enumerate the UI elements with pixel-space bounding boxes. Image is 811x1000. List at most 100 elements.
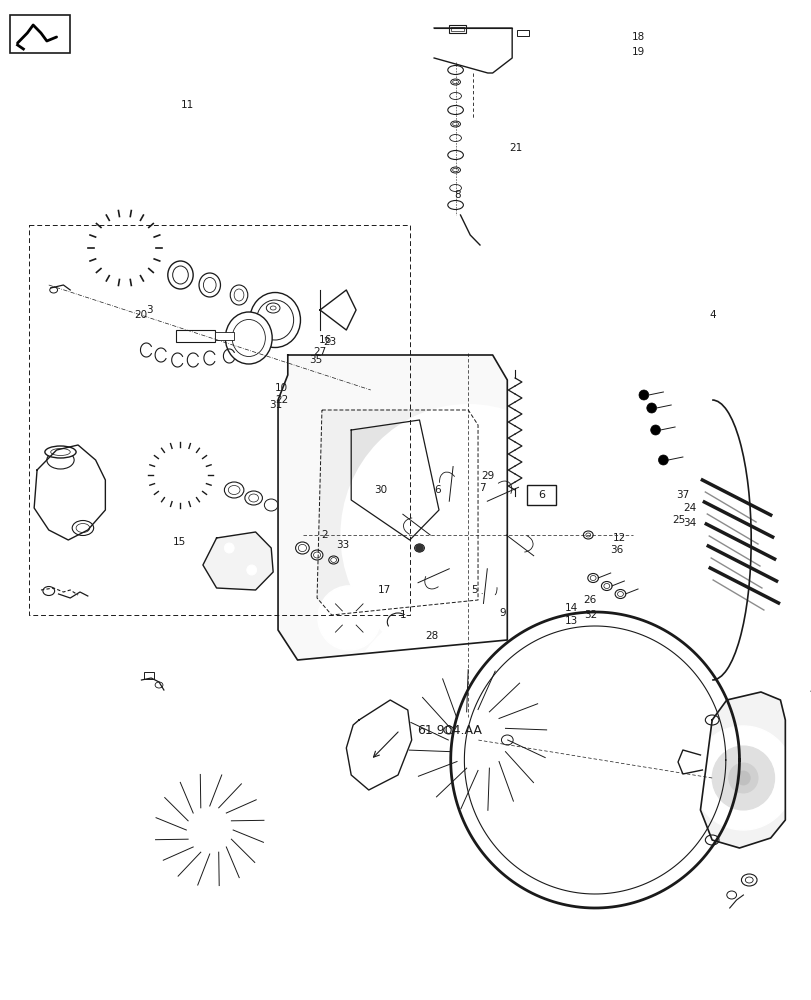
Ellipse shape — [50, 448, 71, 456]
Text: 5: 5 — [470, 585, 478, 595]
Ellipse shape — [245, 491, 262, 505]
Ellipse shape — [422, 628, 436, 638]
Polygon shape — [316, 410, 478, 615]
Bar — [214, 332, 234, 340]
Text: 3: 3 — [146, 305, 153, 315]
Text: 4: 4 — [808, 686, 811, 696]
Circle shape — [174, 469, 186, 481]
Text: 33: 33 — [336, 540, 349, 550]
Text: 11: 11 — [180, 100, 194, 110]
Ellipse shape — [270, 306, 276, 310]
Ellipse shape — [501, 735, 513, 745]
Ellipse shape — [705, 835, 718, 845]
Ellipse shape — [311, 550, 323, 560]
Circle shape — [336, 595, 619, 885]
Text: 18: 18 — [632, 32, 645, 42]
Text: 12: 12 — [611, 533, 624, 543]
Ellipse shape — [439, 634, 448, 642]
Text: 6: 6 — [537, 490, 544, 500]
Text: 29: 29 — [481, 471, 494, 481]
Text: 23: 23 — [323, 337, 336, 347]
Ellipse shape — [452, 122, 458, 126]
Text: 16: 16 — [319, 335, 332, 345]
Text: 17: 17 — [377, 585, 391, 595]
Circle shape — [153, 447, 208, 503]
Ellipse shape — [256, 300, 294, 340]
Ellipse shape — [601, 582, 611, 590]
Ellipse shape — [47, 451, 74, 469]
Circle shape — [415, 544, 423, 552]
Circle shape — [398, 464, 538, 606]
Circle shape — [92, 710, 326, 950]
Ellipse shape — [387, 613, 408, 631]
Text: 21: 21 — [508, 143, 522, 153]
Bar — [175, 330, 214, 342]
Ellipse shape — [330, 558, 336, 562]
Circle shape — [341, 405, 594, 665]
Ellipse shape — [248, 494, 258, 502]
Circle shape — [163, 457, 198, 493]
Bar — [448, 25, 466, 33]
Text: 14: 14 — [564, 603, 577, 613]
Ellipse shape — [452, 80, 458, 84]
Bar — [400, 715, 499, 745]
Ellipse shape — [234, 289, 243, 301]
Text: 30: 30 — [373, 485, 387, 495]
Polygon shape — [277, 355, 507, 660]
Text: 36: 36 — [609, 545, 623, 555]
Text: 6: 6 — [434, 485, 440, 495]
Circle shape — [650, 425, 659, 435]
Ellipse shape — [358, 704, 397, 726]
Bar — [526, 485, 556, 505]
Ellipse shape — [585, 533, 590, 537]
Text: 4: 4 — [708, 310, 714, 320]
Text: 31: 31 — [269, 400, 282, 410]
Ellipse shape — [225, 312, 272, 364]
Ellipse shape — [43, 586, 54, 595]
Circle shape — [356, 421, 579, 649]
Ellipse shape — [590, 576, 595, 580]
Ellipse shape — [449, 184, 461, 192]
Ellipse shape — [450, 167, 460, 173]
Ellipse shape — [295, 542, 309, 554]
Bar — [144, 672, 154, 679]
Text: 61.904.AA: 61.904.AA — [417, 724, 482, 736]
Text: 20: 20 — [135, 310, 148, 320]
Ellipse shape — [168, 261, 193, 289]
Ellipse shape — [726, 891, 736, 899]
Ellipse shape — [425, 631, 432, 636]
Circle shape — [692, 726, 793, 830]
Ellipse shape — [449, 93, 461, 100]
Circle shape — [711, 746, 774, 810]
Ellipse shape — [447, 105, 463, 114]
Ellipse shape — [199, 273, 221, 297]
Ellipse shape — [298, 544, 306, 552]
Text: 28: 28 — [425, 631, 438, 641]
Ellipse shape — [603, 584, 609, 588]
Ellipse shape — [740, 874, 756, 886]
Text: 37: 37 — [675, 490, 688, 500]
Ellipse shape — [173, 266, 188, 284]
Ellipse shape — [414, 544, 424, 552]
Circle shape — [108, 726, 311, 934]
Circle shape — [224, 543, 234, 553]
Circle shape — [247, 565, 256, 575]
Ellipse shape — [204, 277, 216, 292]
Circle shape — [432, 499, 503, 571]
Text: 26: 26 — [582, 595, 595, 605]
Ellipse shape — [452, 168, 458, 172]
Ellipse shape — [264, 499, 277, 511]
Circle shape — [105, 228, 144, 268]
Circle shape — [736, 771, 749, 785]
Text: 27: 27 — [312, 347, 326, 357]
Ellipse shape — [224, 482, 243, 498]
Ellipse shape — [582, 531, 592, 539]
Circle shape — [646, 403, 656, 413]
Polygon shape — [700, 692, 784, 848]
Ellipse shape — [449, 134, 461, 141]
Ellipse shape — [444, 726, 453, 734]
Ellipse shape — [76, 524, 90, 532]
Ellipse shape — [313, 552, 320, 558]
Text: 8: 8 — [453, 190, 460, 200]
Circle shape — [93, 216, 156, 280]
